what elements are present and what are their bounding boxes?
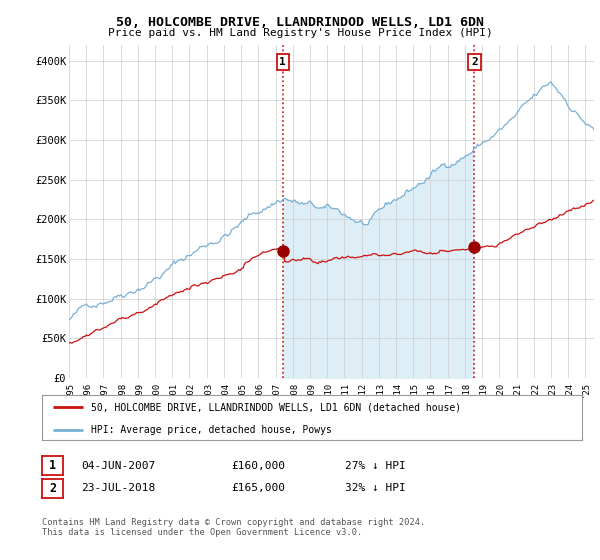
Text: Price paid vs. HM Land Registry's House Price Index (HPI): Price paid vs. HM Land Registry's House … [107, 28, 493, 38]
Text: £165,000: £165,000 [231, 483, 285, 493]
Text: 1: 1 [280, 57, 286, 67]
Text: Contains HM Land Registry data © Crown copyright and database right 2024.
This d: Contains HM Land Registry data © Crown c… [42, 518, 425, 538]
Text: 04-JUN-2007: 04-JUN-2007 [81, 461, 155, 471]
Text: 50, HOLCOMBE DRIVE, LLANDRINDOD WELLS, LD1 6DN: 50, HOLCOMBE DRIVE, LLANDRINDOD WELLS, L… [116, 16, 484, 29]
Text: 27% ↓ HPI: 27% ↓ HPI [345, 461, 406, 471]
Text: 32% ↓ HPI: 32% ↓ HPI [345, 483, 406, 493]
Text: 2: 2 [471, 57, 478, 67]
Text: HPI: Average price, detached house, Powys: HPI: Average price, detached house, Powy… [91, 425, 331, 435]
Text: 50, HOLCOMBE DRIVE, LLANDRINDOD WELLS, LD1 6DN (detached house): 50, HOLCOMBE DRIVE, LLANDRINDOD WELLS, L… [91, 402, 461, 412]
Text: £160,000: £160,000 [231, 461, 285, 471]
Text: 1: 1 [49, 459, 56, 473]
Text: 23-JUL-2018: 23-JUL-2018 [81, 483, 155, 493]
Text: 2: 2 [49, 482, 56, 495]
